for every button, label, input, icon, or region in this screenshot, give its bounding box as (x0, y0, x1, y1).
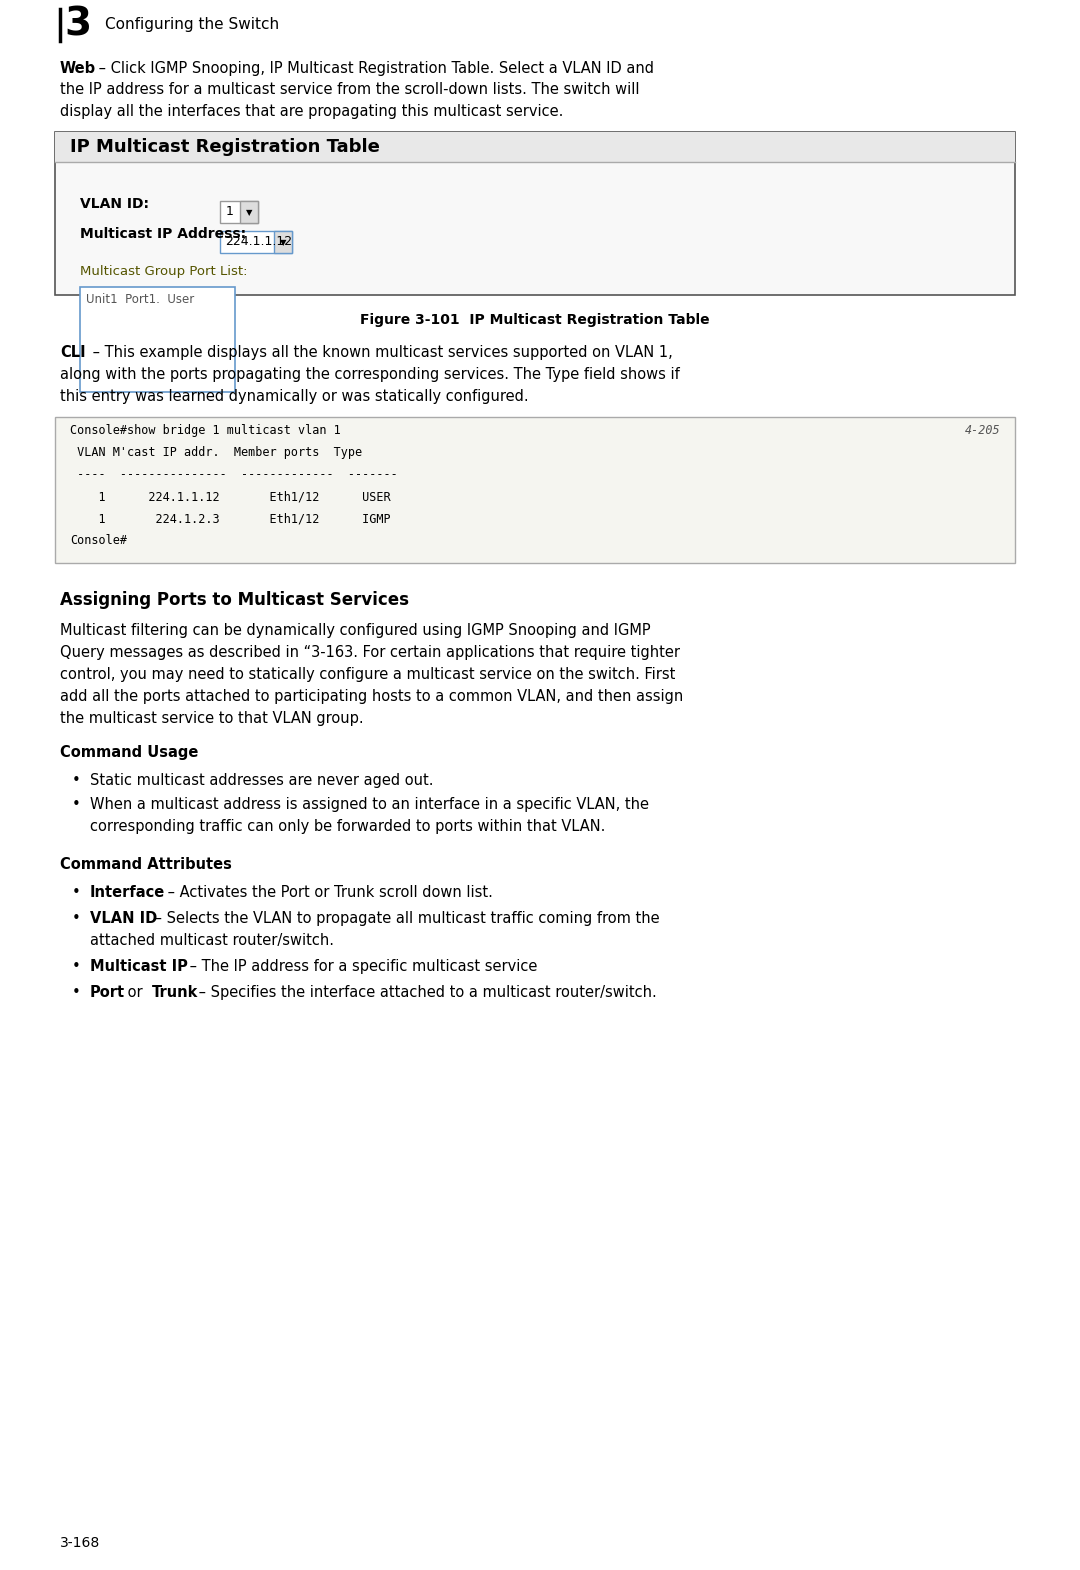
Text: •: • (72, 885, 81, 900)
Text: 3-168: 3-168 (60, 1535, 100, 1550)
FancyBboxPatch shape (55, 132, 1015, 295)
Text: Figure 3-101  IP Multicast Registration Table: Figure 3-101 IP Multicast Registration T… (361, 314, 710, 328)
Text: 4-205: 4-205 (964, 424, 1000, 438)
Text: ▼: ▼ (280, 239, 286, 246)
Text: Trunk: Trunk (152, 986, 199, 1000)
Text: the multicast service to that VLAN group.: the multicast service to that VLAN group… (60, 711, 364, 727)
Text: 224.1.1.12: 224.1.1.12 (225, 236, 292, 248)
Text: Web: Web (60, 61, 96, 75)
Text: Multicast IP: Multicast IP (90, 959, 188, 975)
Text: Static multicast addresses are never aged out.: Static multicast addresses are never age… (90, 774, 433, 788)
Text: Port: Port (90, 986, 125, 1000)
Text: VLAN M'cast IP addr.  Member ports  Type: VLAN M'cast IP addr. Member ports Type (70, 446, 362, 460)
Text: Unit1  Port1.  User: Unit1 Port1. User (86, 294, 194, 306)
Text: add all the ports attached to participating hosts to a common VLAN, and then ass: add all the ports attached to participat… (60, 689, 684, 705)
Text: IP Multicast Registration Table: IP Multicast Registration Table (70, 138, 380, 157)
Text: Multicast Group Port List:: Multicast Group Port List: (80, 265, 247, 278)
Text: Command Attributes: Command Attributes (60, 857, 232, 873)
Text: Multicast filtering can be dynamically configured using IGMP Snooping and IGMP: Multicast filtering can be dynamically c… (60, 623, 650, 639)
FancyBboxPatch shape (55, 418, 1015, 564)
Text: When a multicast address is assigned to an interface in a specific VLAN, the: When a multicast address is assigned to … (90, 798, 649, 812)
Text: Query messages as described in “3-163. For certain applications that require tig: Query messages as described in “3-163. F… (60, 645, 680, 661)
Text: – Selects the VLAN to propagate all multicast traffic coming from the: – Selects the VLAN to propagate all mult… (150, 911, 660, 926)
Text: – This example displays all the known multicast services supported on VLAN 1,: – This example displays all the known mu… (87, 345, 673, 361)
FancyBboxPatch shape (274, 231, 292, 253)
Text: corresponding traffic can only be forwarded to ports within that VLAN.: corresponding traffic can only be forwar… (90, 820, 606, 834)
Text: •: • (72, 986, 81, 1000)
Text: Console#: Console# (70, 534, 127, 548)
Text: or: or (123, 986, 147, 1000)
Text: VLAN ID: VLAN ID (90, 911, 158, 926)
Text: Configuring the Switch: Configuring the Switch (105, 17, 279, 31)
Text: Command Usage: Command Usage (60, 746, 199, 760)
Text: Multicast IP Address:: Multicast IP Address: (80, 228, 246, 242)
Text: •: • (72, 959, 81, 975)
Text: •: • (72, 911, 81, 926)
Text: – Activates the Port or Trunk scroll down list.: – Activates the Port or Trunk scroll dow… (163, 885, 492, 900)
Text: along with the ports propagating the corresponding services. The Type field show: along with the ports propagating the cor… (60, 367, 679, 383)
Text: •: • (72, 798, 81, 812)
Text: VLAN ID:: VLAN ID: (80, 198, 149, 212)
Text: – The IP address for a specific multicast service: – The IP address for a specific multicas… (185, 959, 538, 975)
Text: ▼: ▼ (246, 207, 253, 217)
FancyBboxPatch shape (240, 201, 258, 223)
Text: attached multicast router/switch.: attached multicast router/switch. (90, 933, 334, 948)
Text: 1       224.1.2.3       Eth1/12      IGMP: 1 224.1.2.3 Eth1/12 IGMP (70, 512, 391, 526)
FancyBboxPatch shape (55, 132, 1015, 162)
Text: display all the interfaces that are propagating this multicast service.: display all the interfaces that are prop… (60, 105, 564, 119)
Text: Console#show bridge 1 multicast vlan 1: Console#show bridge 1 multicast vlan 1 (70, 424, 341, 438)
Text: 3: 3 (65, 6, 92, 44)
Text: control, you may need to statically configure a multicast service on the switch.: control, you may need to statically conf… (60, 667, 675, 683)
Text: Interface: Interface (90, 885, 165, 900)
Text: 1      224.1.1.12       Eth1/12      USER: 1 224.1.1.12 Eth1/12 USER (70, 490, 391, 504)
Text: CLI: CLI (60, 345, 85, 361)
Text: 1: 1 (226, 206, 234, 218)
FancyBboxPatch shape (80, 287, 235, 392)
Text: – Click IGMP Snooping, IP Multicast Registration Table. Select a VLAN ID and: – Click IGMP Snooping, IP Multicast Regi… (94, 61, 654, 75)
Text: Assigning Ports to Multicast Services: Assigning Ports to Multicast Services (60, 592, 409, 609)
Text: •: • (72, 774, 81, 788)
Text: – Specifies the interface attached to a multicast router/switch.: – Specifies the interface attached to a … (194, 986, 657, 1000)
FancyBboxPatch shape (220, 201, 258, 223)
Text: this entry was learned dynamically or was statically configured.: this entry was learned dynamically or wa… (60, 389, 528, 405)
Text: the IP address for a multicast service from the scroll-down lists. The switch wi: the IP address for a multicast service f… (60, 83, 639, 97)
Text: ----  ---------------  -------------  -------: ---- --------------- ------------- -----… (70, 468, 397, 482)
FancyBboxPatch shape (220, 231, 292, 253)
